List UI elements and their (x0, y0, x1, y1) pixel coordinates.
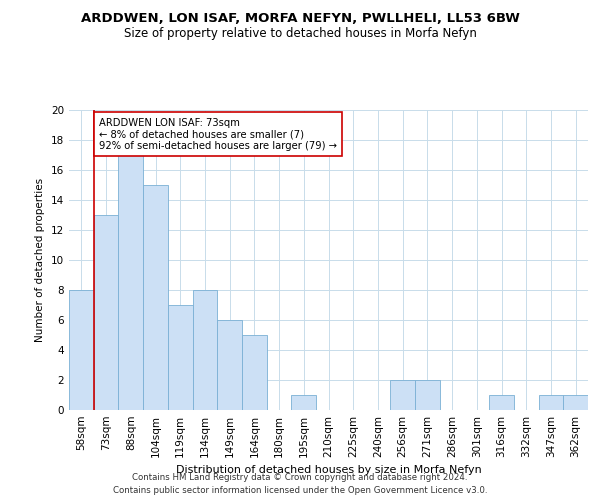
Bar (539, 395, 563, 410)
Bar (193, 290, 217, 410)
Bar (390, 380, 415, 410)
Bar (242, 335, 267, 410)
Bar (217, 320, 242, 410)
Text: ARDDWEN, LON ISAF, MORFA NEFYN, PWLLHELI, LL53 6BW: ARDDWEN, LON ISAF, MORFA NEFYN, PWLLHELI… (80, 12, 520, 26)
Text: Contains public sector information licensed under the Open Government Licence v3: Contains public sector information licen… (113, 486, 487, 495)
Bar (563, 395, 588, 410)
Bar (168, 305, 193, 410)
Y-axis label: Number of detached properties: Number of detached properties (35, 178, 46, 342)
Bar (118, 155, 143, 410)
Text: Size of property relative to detached houses in Morfa Nefyn: Size of property relative to detached ho… (124, 28, 476, 40)
Bar (489, 395, 514, 410)
X-axis label: Distribution of detached houses by size in Morfa Nefyn: Distribution of detached houses by size … (176, 466, 481, 475)
Text: ARDDWEN LON ISAF: 73sqm
← 8% of detached houses are smaller (7)
92% of semi-deta: ARDDWEN LON ISAF: 73sqm ← 8% of detached… (98, 118, 337, 150)
Bar (143, 185, 168, 410)
Bar (94, 215, 118, 410)
Bar (69, 290, 94, 410)
Text: Contains HM Land Registry data © Crown copyright and database right 2024.: Contains HM Land Registry data © Crown c… (132, 472, 468, 482)
Bar (292, 395, 316, 410)
Bar (415, 380, 440, 410)
